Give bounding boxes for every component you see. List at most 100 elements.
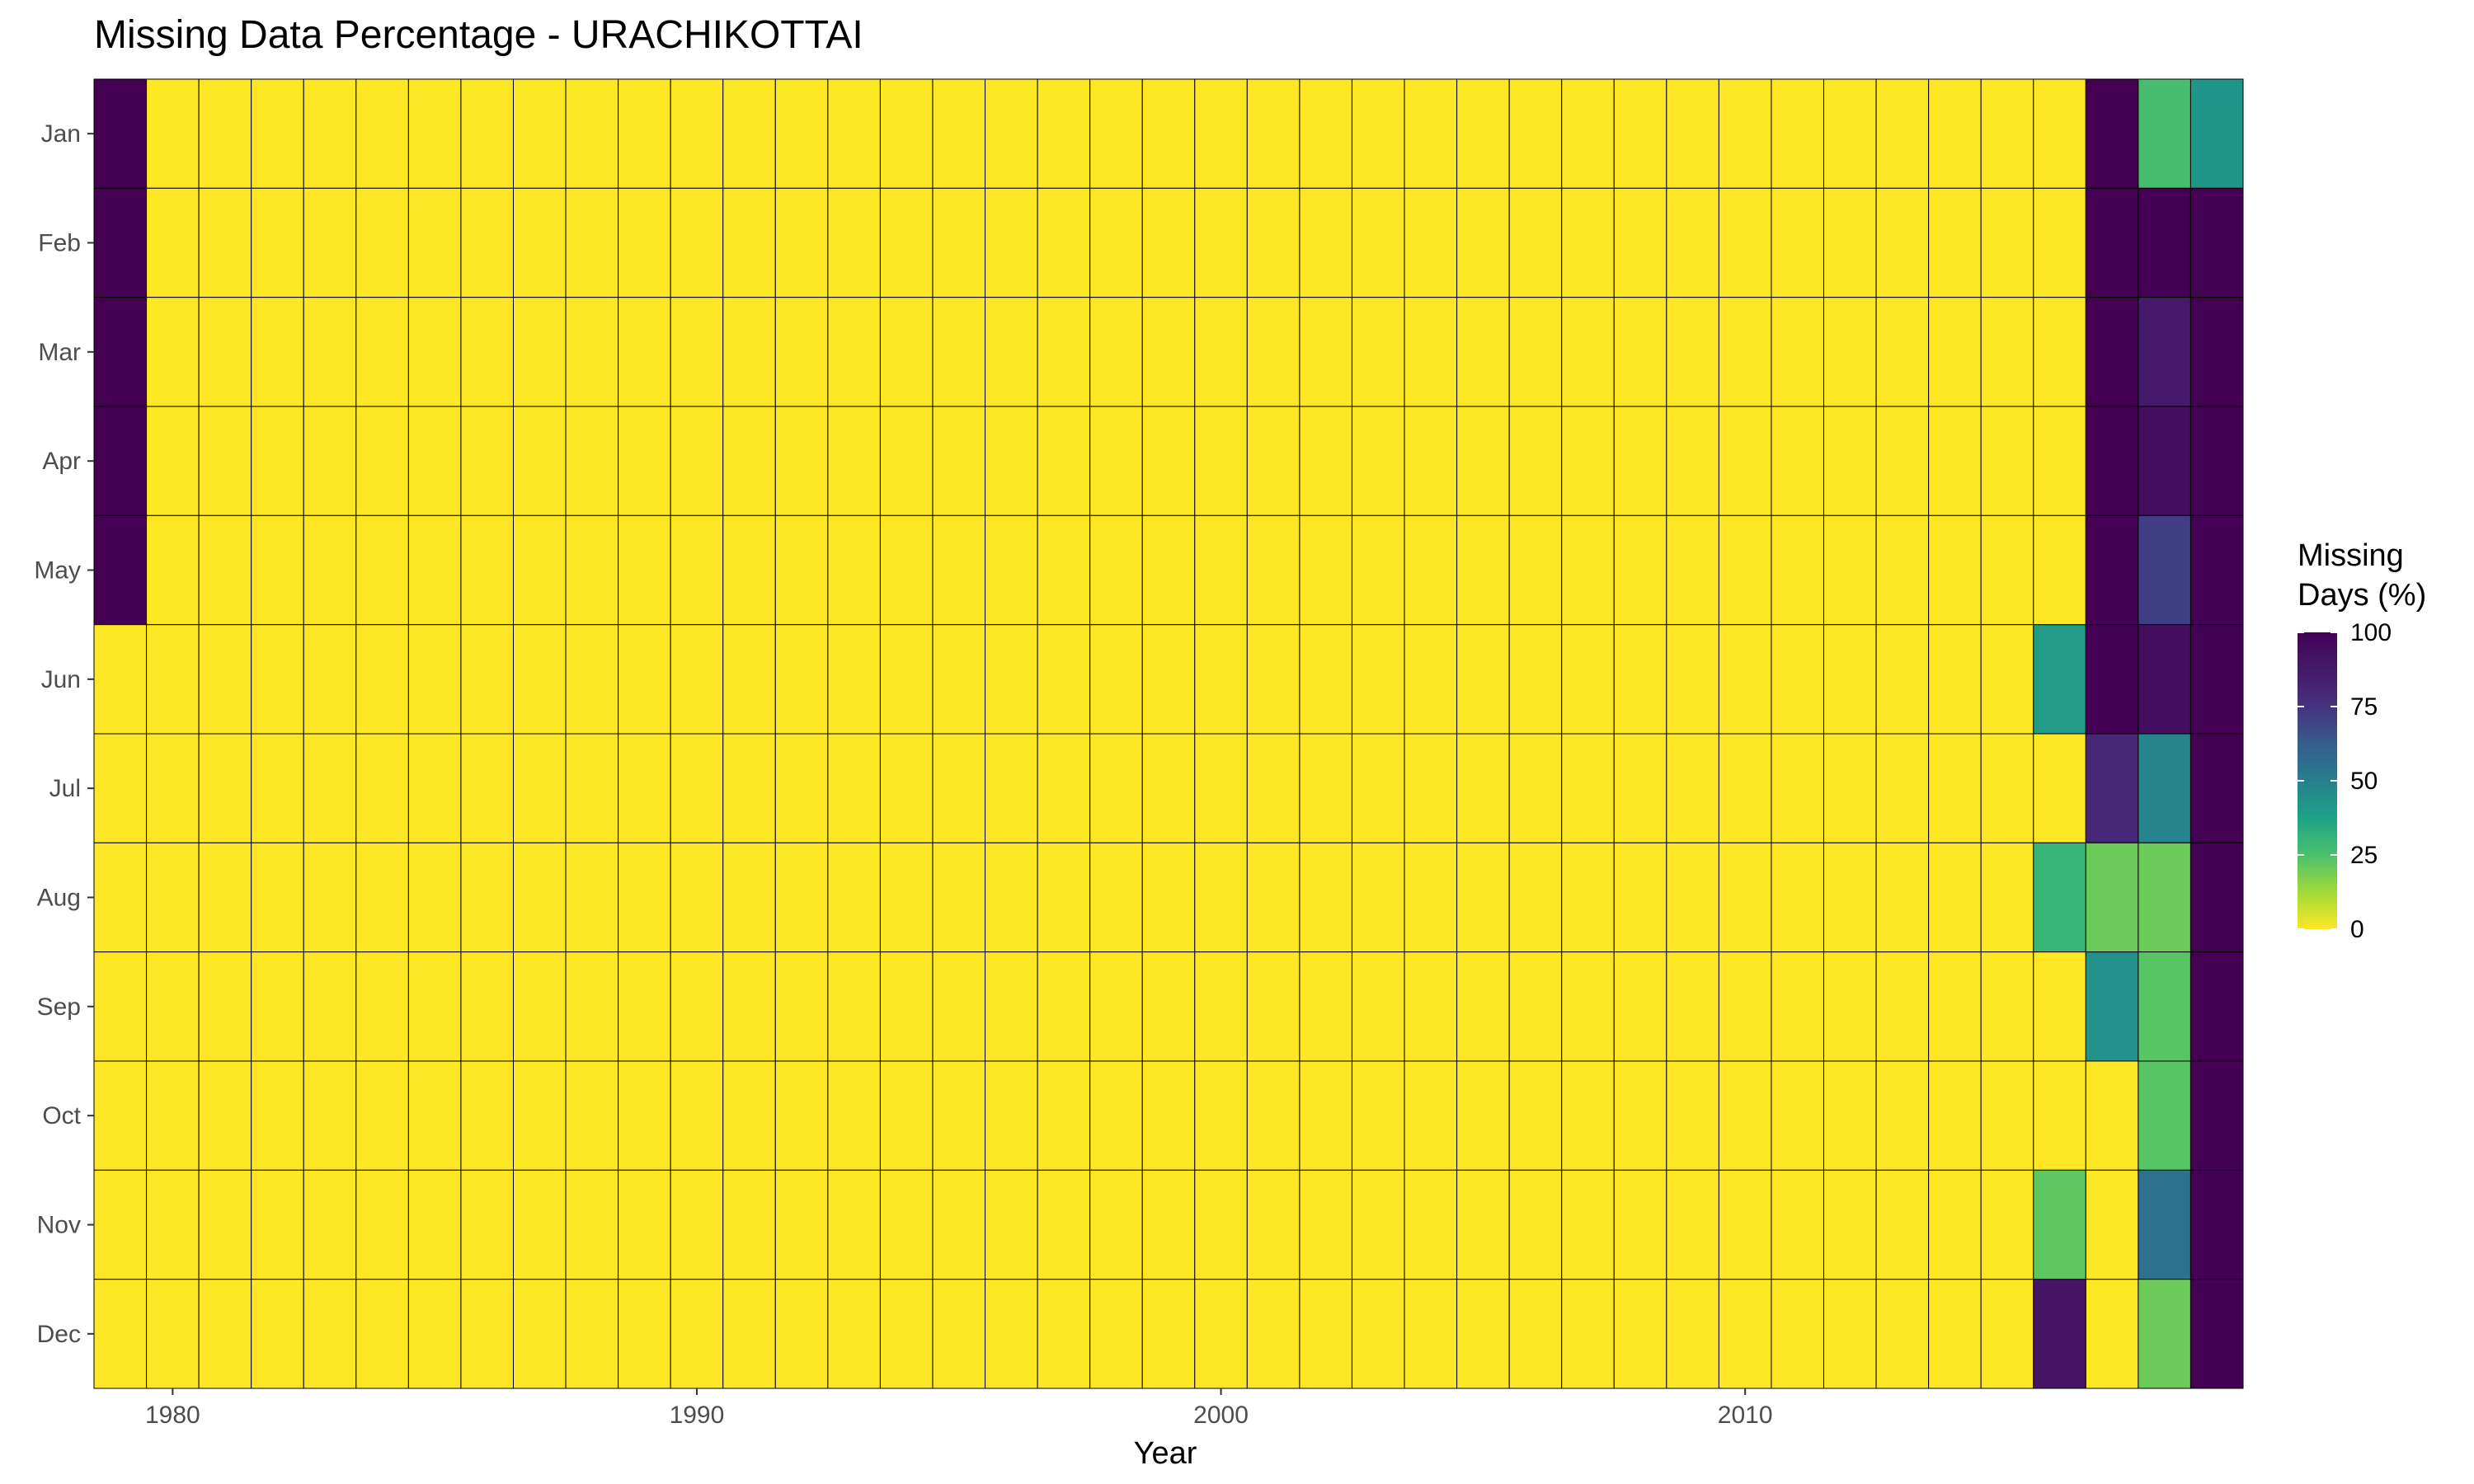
heatmap-cell <box>1823 78 1877 189</box>
heatmap-cell <box>722 406 776 516</box>
heatmap-cell <box>1666 1279 1719 1389</box>
heatmap-cell <box>879 1279 934 1389</box>
heatmap-cell <box>303 514 357 626</box>
heatmap-cell <box>1928 406 1982 516</box>
heatmap-cell <box>1141 406 1196 516</box>
heatmap-cell <box>146 1169 200 1280</box>
heatmap-cell <box>985 297 1038 407</box>
heatmap-cell <box>2138 78 2191 189</box>
heatmap-cell <box>1141 1060 1196 1171</box>
heatmap-cell <box>932 1169 986 1280</box>
heatmap-cell <box>827 1169 881 1280</box>
heatmap-cell <box>355 733 409 843</box>
heatmap-cell <box>1194 624 1248 735</box>
heatmap-cell <box>1141 187 1196 298</box>
heatmap-cell <box>774 842 829 953</box>
heatmap-cell <box>827 297 881 407</box>
heatmap-cell <box>1141 1169 1196 1280</box>
heatmap-cell <box>1980 187 2034 298</box>
x-axis-title: Year <box>1134 1436 1197 1471</box>
heatmap-cell <box>1508 624 1563 735</box>
heatmap-cell <box>146 406 200 516</box>
heatmap-cell <box>1037 187 1091 298</box>
y-tick-label-aug: Aug <box>37 885 81 912</box>
heatmap-cell <box>1456 624 1510 735</box>
heatmap-cell <box>2189 187 2244 298</box>
heatmap-cell <box>1404 951 1458 1062</box>
heatmap-cell <box>1456 733 1510 843</box>
heatmap-cell <box>1561 842 1615 953</box>
heatmap-cell <box>1875 78 1930 189</box>
heatmap-cell <box>670 951 724 1062</box>
heatmap-cell <box>303 624 357 735</box>
heatmap-cell <box>460 1060 514 1171</box>
heatmap-cell <box>932 297 986 407</box>
legend-ticks: 100 75 50 25 0 <box>2298 619 2392 943</box>
heatmap-cell <box>512 624 567 735</box>
heatmap-cell <box>2138 733 2191 843</box>
heatmap-cell <box>407 951 462 1062</box>
heatmap-cell <box>1561 187 1615 298</box>
heatmap-cell <box>1561 406 1615 516</box>
heatmap-cell <box>251 1169 304 1280</box>
heatmap-cell <box>932 842 986 953</box>
heatmap-cell <box>1299 842 1352 953</box>
heatmap-cell <box>93 733 148 843</box>
heatmap-cell <box>1823 514 1877 626</box>
heatmap-cell <box>670 842 724 953</box>
heatmap-cell <box>879 297 934 407</box>
y-tick-label-jun: Jun <box>41 666 81 693</box>
heatmap-cell <box>1928 624 1982 735</box>
heatmap-cell <box>1194 406 1248 516</box>
heatmap-cell <box>565 406 619 516</box>
heatmap-cell <box>722 1060 776 1171</box>
heatmap-cell <box>1980 951 2034 1062</box>
heatmap-cell <box>460 297 514 407</box>
heatmap-cell <box>879 78 934 189</box>
heatmap-cell <box>1037 1169 1091 1280</box>
heatmap-cell <box>2033 842 2086 953</box>
heatmap-cell <box>1718 1169 1772 1280</box>
heatmap-cell <box>2085 78 2139 189</box>
heatmap-cell <box>774 733 829 843</box>
heatmap-cell <box>1351 187 1405 298</box>
heatmap-cell <box>1351 733 1405 843</box>
heatmap-cell <box>618 842 671 953</box>
heatmap-cell <box>1561 297 1615 407</box>
heatmap-cell <box>1404 1169 1458 1280</box>
heatmap-cell <box>985 733 1038 843</box>
heatmap-cell <box>1718 733 1772 843</box>
x-axis: 1980 1990 2000 2010 <box>145 1388 1773 1429</box>
heatmap-cell <box>1037 624 1091 735</box>
heatmap-cell <box>1299 951 1352 1062</box>
heatmap-cell <box>1823 1279 1877 1389</box>
heatmap-cell <box>774 187 829 298</box>
heatmap-cell <box>1456 514 1510 626</box>
heatmap-cell <box>1089 733 1143 843</box>
heatmap-cell <box>355 187 409 298</box>
heatmap-cell <box>2189 297 2244 407</box>
heatmap-cell <box>1666 297 1719 407</box>
heatmap-cell <box>1771 406 1825 516</box>
heatmap-cell <box>1351 1060 1405 1171</box>
heatmap-cell <box>2085 406 2139 516</box>
heatmap-cell <box>2085 1060 2139 1171</box>
heatmap-cell <box>670 1279 724 1389</box>
heatmap-cell <box>1037 406 1091 516</box>
heatmap-cell <box>2033 624 2086 735</box>
heatmap-cell <box>1771 187 1825 298</box>
heatmap-cell <box>407 406 462 516</box>
heatmap-cell <box>879 842 934 953</box>
heatmap-cell <box>1456 406 1510 516</box>
heatmap-cell <box>355 624 409 735</box>
legend-tick-label-75: 75 <box>2350 693 2378 721</box>
heatmap-cell <box>1141 842 1196 953</box>
heatmap-cell <box>1246 514 1300 626</box>
heatmap-cell <box>1037 1060 1091 1171</box>
heatmap-cell <box>512 406 567 516</box>
heatmap-cell <box>1246 297 1300 407</box>
heatmap-cell <box>1194 187 1248 298</box>
heatmap-cell <box>618 624 671 735</box>
heatmap-cell <box>670 187 724 298</box>
heatmap-cell <box>670 514 724 626</box>
